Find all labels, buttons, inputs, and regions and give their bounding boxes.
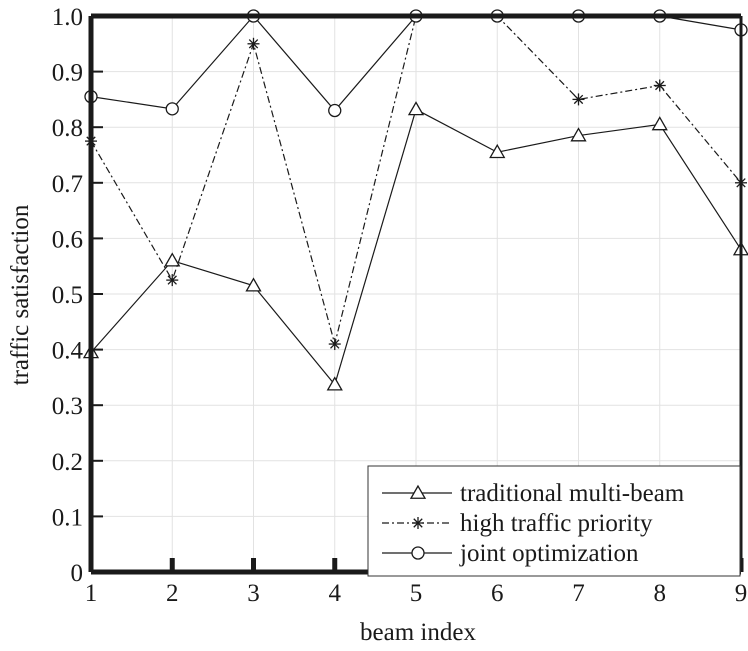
point-high-traffic-priority-7 (572, 93, 585, 106)
y-tick-label-0.2: 0.2 (52, 449, 83, 476)
y-tick-label-0: 0 (71, 560, 84, 587)
plot-frame (88, 13, 744, 575)
tick-labels: 1 2 3 4 5 6 7 8 9 0 0.1 0.2 0.3 0.4 0.5 0.6 0.7 0.8 0.9 1.0 (52, 4, 748, 607)
legend-marker-joint-optimization (411, 546, 425, 560)
legend-box (367, 465, 741, 577)
point-traditional-multi-beam-5 (407, 101, 425, 116)
asterisk-stroke (167, 275, 177, 285)
x-tick-label-5: 5 (410, 580, 423, 607)
point-traditional-multi-beam-3 (245, 277, 262, 292)
legend-marker-high-traffic-priority (412, 517, 424, 529)
y-tick-label-1.0: 1.0 (52, 4, 83, 31)
point-traditional-multi-beam-8 (651, 116, 668, 131)
x-tick-label-4: 4 (329, 580, 342, 607)
grid-lines (90, 15, 742, 573)
y-tick-label-0.5: 0.5 (52, 282, 83, 309)
point-joint-optimization-4 (328, 103, 342, 118)
asterisk-stroke (573, 94, 584, 105)
legend-marker-traditional-multi-beam (409, 484, 427, 499)
legend-label-joint-optimization: joint optimization (459, 540, 639, 567)
x-tick-label-6: 6 (491, 580, 504, 607)
y-tick-label-0.6: 0.6 (52, 226, 83, 253)
point-traditional-multi-beam-4 (326, 376, 343, 391)
asterisk-stroke (655, 80, 665, 91)
asterisk-stroke (330, 339, 340, 349)
point-high-traffic-priority-2 (166, 274, 179, 287)
x-tick-label-1: 1 (85, 580, 98, 607)
y-tick-label-0.9: 0.9 (52, 60, 83, 87)
point-high-traffic-priority-3 (247, 37, 260, 50)
x-tick-label-8: 8 (654, 580, 667, 607)
x-tick-label-9: 9 (735, 580, 748, 607)
legend: traditional multi-beam high traffic prio… (367, 465, 741, 577)
x-tick-label-7: 7 (572, 580, 585, 607)
point-traditional-multi-beam-7 (570, 127, 587, 142)
legend-label-traditional-multi-beam: traditional multi-beam (460, 480, 685, 507)
y-tick-label-0.4: 0.4 (52, 338, 84, 365)
legend-label-high-traffic-priority: high traffic priority (460, 510, 653, 537)
asterisk-stroke (413, 518, 423, 528)
asterisk-stroke (248, 39, 259, 49)
point-joint-optimization-2 (165, 102, 179, 116)
x-tick-label-3: 3 (247, 580, 260, 607)
series-line-high-traffic-priority (90, 15, 742, 347)
y-tick-label-0.8: 0.8 (52, 115, 83, 142)
x-axis-label: beam index (360, 619, 476, 646)
point-high-traffic-priority-4 (328, 338, 341, 351)
y-tick-label-0.3: 0.3 (52, 393, 83, 420)
point-traditional-multi-beam-2 (164, 252, 181, 267)
y-axis-label: traffic satisfaction (7, 204, 34, 385)
x-tick-label-2: 2 (166, 580, 179, 607)
point-high-traffic-priority-8 (653, 79, 666, 92)
point-traditional-multi-beam-6 (489, 143, 506, 159)
y-tick-label-0.1: 0.1 (52, 504, 83, 531)
y-tick-label-0.7: 0.7 (52, 171, 83, 198)
